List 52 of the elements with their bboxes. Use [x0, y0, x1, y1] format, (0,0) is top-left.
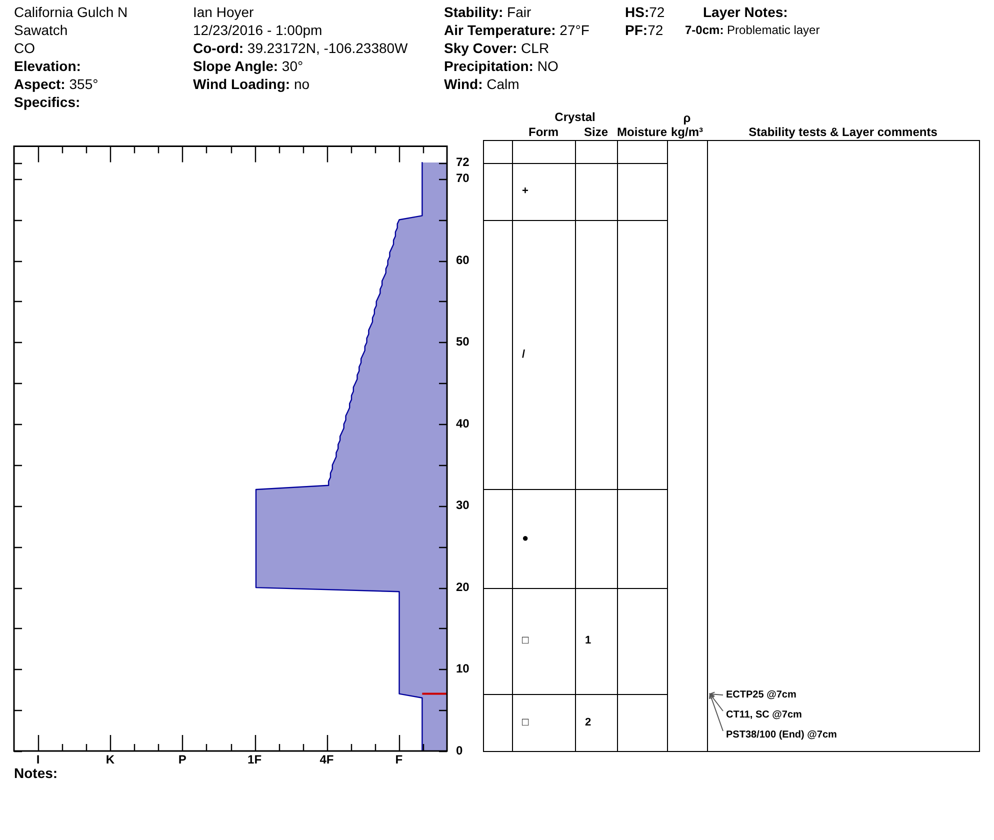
text: Wind: Calm	[444, 75, 520, 93]
text: K	[106, 752, 115, 766]
text: Layer Notes:	[703, 4, 788, 20]
text: I	[36, 752, 40, 766]
y-tick-label: 60	[456, 252, 470, 267]
text: Moisture	[616, 125, 668, 139]
y-tick-label: 72	[456, 154, 470, 169]
text: Stability tests & Layer comments	[748, 125, 938, 139]
text: CT11, SC @7cm	[726, 710, 802, 721]
text: ECTP25 @7cm	[726, 690, 796, 701]
text: CO	[14, 39, 35, 57]
text: Precipitation: NO	[444, 57, 558, 75]
text: ρ kg/m³	[670, 111, 704, 139]
text: 12/23/2016 - 1:00pm	[193, 21, 322, 39]
text: Slope Angle: 30°	[193, 57, 304, 75]
text: Crystal	[554, 110, 596, 124]
text: Specifics:	[14, 94, 80, 110]
y-tick-label: 50	[456, 334, 470, 349]
text: Elevation:	[14, 58, 81, 74]
text: /	[522, 348, 526, 361]
text: 2	[585, 716, 592, 728]
text: □	[522, 634, 529, 647]
text: ●	[522, 532, 529, 545]
text: Stability: Fair	[444, 3, 532, 21]
text: P	[178, 752, 186, 766]
text: Form	[528, 125, 558, 139]
text: HS:72	[625, 3, 665, 21]
y-tick-label: 0	[456, 743, 463, 758]
y-tick-label: 20	[456, 580, 470, 594]
text: Sawatch	[14, 21, 68, 39]
text: □	[522, 716, 529, 728]
y-tick-label: 70	[456, 171, 470, 186]
text: +	[522, 185, 528, 198]
text: Air Temperature: 27°F	[444, 21, 590, 39]
text: Co-ord: 39.23172N, -106.23380W	[193, 39, 408, 57]
text: Sky Cover: CLR	[444, 39, 550, 57]
text: PF:72	[625, 21, 664, 39]
text: 4F	[320, 752, 334, 766]
text: Wind Loading: no	[193, 75, 310, 93]
text: Size	[584, 125, 608, 139]
y-tick-label: 10	[456, 662, 470, 676]
y-tick-label: 40	[456, 416, 470, 430]
text: California Gulch N	[14, 3, 128, 21]
text: Aspect: 355°	[14, 75, 98, 93]
text: Ian Hoyer	[193, 3, 254, 21]
text: 1F	[248, 752, 262, 766]
y-tick-label: 30	[456, 498, 470, 512]
text: F	[395, 752, 403, 766]
text: PST38/100 (End) @7cm	[726, 730, 838, 741]
text: 7-0cm: Problematic layer	[685, 22, 820, 39]
text: 1	[585, 634, 592, 647]
text: Notes:	[14, 765, 58, 781]
